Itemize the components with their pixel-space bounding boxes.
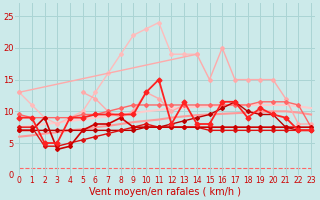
X-axis label: Vent moyen/en rafales ( km/h ): Vent moyen/en rafales ( km/h ) [89, 187, 241, 197]
